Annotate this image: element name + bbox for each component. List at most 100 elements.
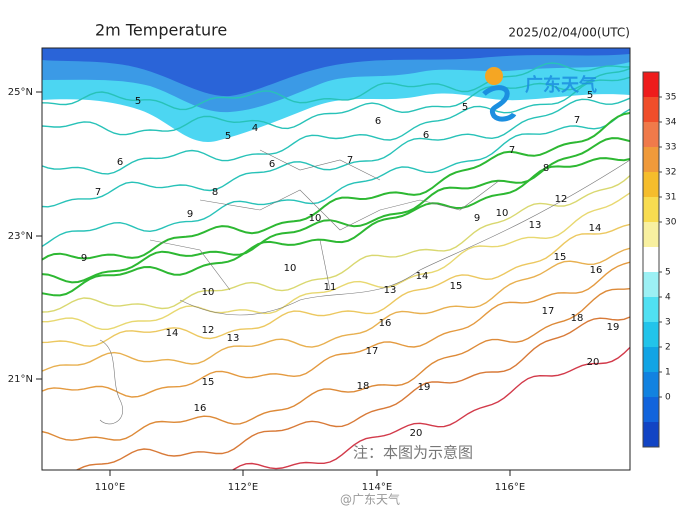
contour-label: 5	[225, 131, 231, 142]
contour-label: 13	[529, 220, 542, 231]
colorbar-cell	[643, 297, 659, 322]
colorbar-label: 1	[665, 368, 671, 378]
note: 注：本图为示意图	[353, 444, 473, 462]
lon-label: 110°E	[95, 482, 125, 493]
contour-label: 5	[462, 102, 468, 113]
colorbar-label: 34	[665, 118, 677, 128]
contour-label: 7	[347, 155, 353, 166]
colorbar-label: 32	[665, 168, 676, 178]
colorbar-frame	[642, 71, 660, 448]
contour-label: 16	[194, 403, 207, 414]
lat-label: 23°N	[8, 231, 33, 242]
isotherms	[42, 62, 630, 470]
isotherm	[42, 97, 630, 208]
colorbar-cell	[643, 372, 659, 397]
contour-label: 13	[384, 285, 397, 296]
contour-label: 8	[212, 187, 218, 198]
logo: 广东天气	[482, 67, 597, 122]
contour-label: 5	[135, 96, 141, 107]
colorbar-cell	[643, 222, 659, 247]
contour-label: 15	[450, 281, 463, 292]
colorbar-label: 35	[665, 93, 676, 103]
contour-label: 15	[202, 377, 215, 388]
coldest-shading	[42, 48, 630, 97]
contour-label: 18	[357, 381, 370, 392]
logo-text: 广东天气	[525, 74, 597, 96]
isotherm	[42, 67, 630, 136]
contour-label: 9	[187, 209, 193, 220]
contour-label: 19	[418, 382, 431, 393]
colorbar-cell	[643, 347, 659, 372]
contour-label: 9	[81, 253, 87, 264]
contour-label: 14	[416, 271, 429, 282]
contour-label: 5	[587, 90, 593, 101]
contour-label: 6	[117, 157, 123, 168]
contour-label: 10	[284, 263, 297, 274]
colorbar-cell	[643, 147, 659, 172]
axis-labels: 25°N 23°N 21°N 110°E 112°E 114°E 116°E	[8, 87, 525, 493]
logo-sun	[485, 67, 503, 85]
isotherm	[42, 223, 630, 347]
isotherm	[42, 247, 630, 372]
contour-label: 17	[366, 346, 379, 357]
contour-label: 7	[95, 187, 101, 198]
contour-label: 10	[496, 208, 509, 219]
isotherm	[42, 76, 630, 175]
contour-label: 20	[410, 428, 423, 439]
isotherm	[42, 108, 630, 247]
contour-label: 6	[375, 116, 381, 127]
colorbar-label: 30	[665, 218, 677, 228]
boundaries	[99, 149, 630, 425]
contour-label: 6	[269, 159, 275, 170]
contour-label: 7	[509, 145, 515, 156]
isotherm	[42, 112, 630, 261]
colorbar-cell	[643, 122, 659, 147]
colorbar-cell	[643, 272, 659, 297]
colorbar-cell	[643, 172, 659, 197]
contour-label: 12	[555, 194, 568, 205]
isotherm	[42, 175, 630, 313]
colorbar-label: 4	[665, 293, 671, 303]
contour-label: 14	[589, 223, 602, 234]
contour-label: 16	[379, 318, 392, 329]
contour-label: 15	[554, 252, 567, 263]
contour-label: 12	[202, 325, 215, 336]
colorbar-cell	[643, 72, 659, 97]
contour-label: 14	[166, 328, 179, 339]
contour-label: 10	[202, 287, 215, 298]
contour-label: 19	[607, 322, 620, 333]
lon-label: 114°E	[362, 482, 392, 493]
contour-label: 20	[587, 357, 600, 368]
contour-label: 7	[574, 115, 580, 126]
isotherm	[42, 192, 630, 330]
contour-label: 13	[227, 333, 240, 344]
lon-label: 116°E	[495, 482, 525, 493]
map-frame	[41, 47, 631, 471]
colorbar-cell	[643, 322, 659, 347]
colorbar-cell	[643, 97, 659, 122]
colorbar-label: 0	[665, 393, 671, 403]
colorbar-label: 5	[665, 268, 671, 278]
colorbar-label: 2	[665, 343, 671, 353]
contour-label: 10	[309, 213, 322, 224]
lon-label: 112°E	[228, 482, 258, 493]
isotherm	[42, 288, 630, 441]
contour-label: 8	[543, 163, 549, 174]
colorbar-cell	[643, 197, 659, 222]
isotherm	[231, 346, 630, 470]
contour-label: 17	[542, 306, 555, 317]
contour-labels: 5 5 4 6 7 6 8 7 6 9 9 10 10 10 11 12 13 14 13 14 15 16 17 18 19 2…	[81, 90, 620, 439]
logo-swirl	[482, 85, 517, 122]
watermark: @广东天气	[340, 492, 400, 507]
valid-time: 2025/02/04/00(UTC)	[508, 26, 630, 40]
isotherm	[42, 157, 630, 297]
isotherm	[75, 316, 630, 470]
contour-label: 16	[590, 265, 603, 276]
map-area	[42, 48, 630, 470]
isotherm	[42, 261, 630, 398]
colorbar-label: 33	[665, 143, 676, 153]
colorbar-cell	[643, 247, 659, 272]
